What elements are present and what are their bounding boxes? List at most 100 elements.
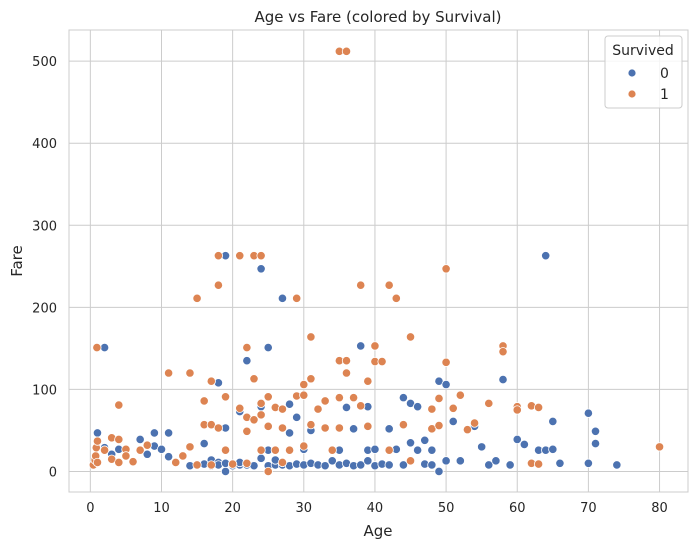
point-survived-1 — [292, 293, 302, 303]
x-tick-label: 10 — [153, 501, 170, 516]
point-survived-0 — [135, 434, 145, 445]
point-survived-0 — [256, 453, 266, 463]
y-tick-label: 100 — [32, 383, 57, 398]
x-tick-label: 50 — [438, 501, 455, 516]
point-survived-1 — [206, 460, 216, 470]
y-tick-label: 500 — [32, 55, 57, 70]
point-survived-1 — [299, 441, 309, 451]
legend-box — [604, 35, 683, 109]
point-survived-0 — [548, 444, 558, 454]
point-survived-1 — [270, 445, 280, 455]
data-points — [88, 46, 665, 477]
point-survived-1 — [448, 403, 458, 413]
point-survived-1 — [92, 342, 102, 353]
point-survived-1 — [128, 457, 138, 467]
point-survived-1 — [441, 357, 451, 367]
y-tick-label: 200 — [32, 301, 57, 316]
x-axis-label: Age — [363, 522, 392, 540]
point-survived-1 — [405, 456, 416, 466]
point-survived-0 — [398, 393, 409, 403]
point-survived-1 — [171, 457, 181, 468]
point-survived-1 — [462, 425, 473, 435]
point-survived-1 — [469, 418, 480, 428]
point-survived-0 — [555, 458, 565, 468]
point-survived-0 — [327, 456, 337, 466]
point-survived-0 — [405, 438, 416, 448]
point-survived-1 — [341, 368, 352, 378]
point-survived-1 — [242, 458, 252, 468]
point-survived-0 — [427, 460, 437, 470]
y-axis-label: Fare — [8, 245, 26, 277]
point-survived-1 — [92, 457, 103, 468]
point-survived-0 — [434, 466, 444, 477]
point-survived-0 — [541, 251, 551, 261]
point-survived-0 — [220, 466, 231, 477]
point-survived-1 — [213, 280, 224, 290]
point-survived-1 — [498, 347, 508, 357]
point-survived-0 — [242, 356, 252, 366]
point-survived-1 — [320, 396, 330, 406]
point-survived-0 — [484, 460, 494, 470]
point-survived-0 — [491, 456, 501, 466]
y-tick-label: 300 — [32, 219, 57, 234]
point-survived-1 — [484, 398, 494, 408]
point-survived-0 — [548, 416, 558, 427]
x-tick-labels: 0 10 20 30 40 50 60 70 80 — [86, 501, 668, 516]
point-survived-1 — [235, 403, 245, 413]
point-survived-0 — [292, 412, 302, 422]
point-survived-0 — [448, 416, 458, 427]
point-survived-1 — [299, 390, 309, 400]
point-survived-0 — [142, 449, 152, 459]
point-survived-1 — [256, 410, 266, 420]
point-survived-0 — [156, 444, 167, 454]
point-survived-1 — [277, 457, 288, 468]
legend-label-1: 1 — [660, 87, 669, 103]
point-survived-0 — [363, 456, 373, 466]
point-survived-0 — [263, 342, 273, 353]
x-tick-label: 30 — [296, 501, 313, 516]
point-survived-1 — [533, 402, 544, 413]
x-tick-label: 70 — [580, 501, 597, 516]
point-survived-1 — [348, 393, 359, 403]
point-survived-0 — [284, 399, 295, 409]
x-tick-label: 40 — [367, 501, 384, 516]
point-survived-0 — [356, 341, 366, 351]
point-survived-0 — [505, 460, 515, 470]
y-tick-label: 400 — [32, 137, 57, 152]
point-survived-1 — [220, 392, 231, 402]
point-survived-0 — [164, 428, 174, 438]
point-survived-1 — [299, 379, 309, 390]
point-survived-1 — [114, 457, 124, 468]
point-survived-1 — [256, 398, 266, 408]
point-survived-1 — [249, 415, 259, 425]
point-survived-1 — [306, 374, 316, 384]
grid — [69, 30, 688, 492]
point-survived-1 — [427, 404, 437, 414]
point-survived-1 — [164, 368, 174, 378]
point-survived-1 — [185, 368, 195, 378]
point-survived-1 — [121, 451, 131, 461]
point-survived-1 — [341, 46, 352, 56]
point-survived-1 — [249, 374, 259, 384]
point-survived-1 — [235, 251, 245, 261]
point-survived-1 — [306, 332, 316, 342]
point-survived-1 — [284, 445, 295, 455]
point-survived-1 — [263, 421, 273, 431]
chart-title: Age vs Fare (colored by Survival) — [255, 8, 502, 26]
point-survived-1 — [114, 434, 124, 445]
point-survived-0 — [413, 402, 423, 412]
y-tick-label: 0 — [49, 465, 57, 480]
x-tick-label: 80 — [651, 501, 668, 516]
legend-marker-0 — [627, 68, 637, 78]
point-survived-1 — [533, 459, 544, 469]
point-survived-1 — [441, 264, 451, 274]
point-survived-0 — [498, 374, 508, 385]
point-survived-1 — [377, 356, 387, 367]
x-tick-label: 20 — [224, 501, 241, 516]
point-survived-0 — [590, 438, 601, 449]
point-survived-1 — [256, 445, 266, 455]
point-survived-1 — [206, 376, 216, 386]
point-survived-0 — [583, 408, 593, 418]
point-survived-1 — [391, 293, 401, 303]
